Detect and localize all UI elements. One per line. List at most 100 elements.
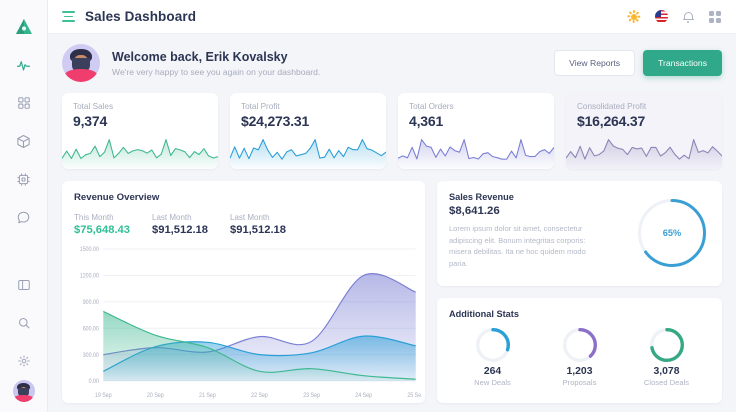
welcome-banner: Welcome back, Erik Kovalsky We're very h…: [62, 44, 722, 82]
sidebar-item-settings[interactable]: [0, 342, 48, 380]
stat-card-value: $24,273.31: [241, 113, 310, 129]
welcome-text: Welcome back, Erik Kovalsky We're very h…: [112, 49, 320, 77]
transactions-button[interactable]: Transactions: [643, 50, 722, 76]
stat-cards: Total Sales 9,374 Total Profit $24,273.31 To…: [62, 93, 722, 169]
sidebar-item-package[interactable]: [0, 122, 48, 160]
bell-notifications-icon[interactable]: [681, 10, 695, 24]
sidebar-item-layout[interactable]: [0, 266, 48, 304]
stat-card-sparkline: [398, 129, 554, 169]
svg-text:22 Sep: 22 Sep: [251, 393, 268, 399]
grid-apps-icon[interactable]: [708, 10, 722, 24]
sun-lightmode-icon[interactable]: [627, 10, 641, 24]
additional-stat-value: 264: [483, 366, 502, 377]
welcome-greeting: Welcome back, Erik Kovalsky: [112, 49, 288, 64]
topbar-actions: [627, 10, 722, 24]
welcome-subtitle: We're very happy to see you again on you…: [112, 67, 321, 78]
additional-stat-ring: [649, 328, 684, 362]
svg-text:1200.00: 1200.00: [80, 273, 99, 279]
revenue-metric: This Month $75,648.43: [74, 213, 130, 236]
chart-area-0: [103, 311, 416, 381]
stat-card-sparkline: [62, 129, 218, 169]
revenue-metric: Last Month $91,512.18: [230, 213, 286, 236]
main-area: Sales Dashboard: [48, 0, 736, 412]
revenue-overview-title: Revenue Overview: [74, 192, 160, 203]
sidebar-user-avatar[interactable]: [12, 380, 35, 402]
revenue-metric-label: This Month: [74, 213, 114, 222]
additional-stat-label: Proposals: [562, 378, 597, 387]
svg-text:24 Sep: 24 Sep: [355, 393, 372, 399]
welcome-actions: View Reports Transactions: [554, 50, 722, 76]
stat-card-value: $16,264.37: [577, 113, 646, 129]
welcome-avatar: [62, 44, 100, 82]
content: Welcome back, Erik Kovalsky We're very h…: [48, 34, 736, 412]
topbar: Sales Dashboard: [48, 0, 736, 34]
additional-stat-item[interactable]: 1,203 Proposals: [536, 328, 622, 387]
avatar-beard: [71, 57, 91, 73]
svg-text:0.00: 0.00: [89, 379, 99, 385]
stat-card-value: 9,374: [73, 113, 108, 129]
svg-text:1500.00: 1500.00: [80, 247, 99, 253]
sidebar-item-chip[interactable]: [0, 160, 48, 198]
additional-stat-ring: [562, 328, 597, 362]
view-reports-button[interactable]: View Reports: [554, 50, 636, 76]
sales-revenue-text: Sales Revenue $8,641.26 Lorem ipsum dolo…: [449, 192, 604, 275]
panels: Revenue Overview This Month $75,648.43 Las…: [62, 181, 722, 403]
additional-stat-value: 3,078: [653, 366, 680, 377]
revenue-metric-value: $75,648.43: [74, 224, 130, 236]
revenue-metric: Last Month $91,512.18: [152, 213, 208, 236]
sales-revenue-donut: 65%: [638, 199, 706, 267]
stat-card[interactable]: Consolidated Profit $16,264.37: [566, 93, 722, 169]
chart-line-0: [103, 310, 416, 380]
stat-card-sparkline: [566, 129, 722, 169]
svg-text:600.00: 600.00: [83, 326, 99, 332]
flag-us-icon[interactable]: [654, 10, 668, 24]
sidebar-item-apps[interactable]: [0, 84, 48, 122]
revenue-metric-label: Last Month: [230, 213, 270, 222]
additional-stat-item[interactable]: 3,078 Closed Deals: [623, 328, 709, 387]
sidebar-item-activity[interactable]: [0, 46, 48, 84]
stat-card-label: Consolidated Profit: [577, 102, 647, 111]
sidebar-item-chat[interactable]: [0, 198, 48, 236]
stat-card[interactable]: Total Sales 9,374: [62, 93, 218, 169]
additional-stats-title: Additional Stats: [449, 309, 519, 319]
svg-text:19 Sep: 19 Sep: [95, 393, 112, 399]
right-column: Sales Revenue $8,641.26 Lorem ipsum dolo…: [437, 181, 722, 403]
logo-triangle-icon[interactable]: [0, 8, 48, 46]
svg-text:300.00: 300.00: [83, 353, 99, 359]
stat-card-label: Total Profit: [241, 102, 280, 111]
sales-revenue-title: Sales Revenue: [449, 192, 514, 202]
additional-stat-value: 1,203: [566, 366, 593, 377]
stat-card-label: Total Sales: [73, 102, 114, 111]
page-title: Sales Dashboard: [85, 9, 197, 24]
avatar-shirt: [65, 69, 97, 82]
stat-card[interactable]: Total Orders 4,361: [398, 93, 554, 169]
sales-revenue-percent: 65%: [662, 228, 682, 238]
additional-stat-ring: [475, 328, 510, 362]
sidebar-item-search[interactable]: [0, 304, 48, 342]
svg-text:23 Sep: 23 Sep: [303, 393, 320, 399]
revenue-metric-value: $91,512.18: [230, 224, 286, 236]
avatar-shirt: [14, 394, 33, 402]
svg-text:25 Sep: 25 Sep: [407, 393, 421, 399]
additional-stat-item[interactable]: 264 New Deals: [449, 328, 535, 387]
sales-revenue-description: Lorem ipsum dolor sit amet, consectetur …: [449, 224, 586, 268]
svg-text:900.00: 900.00: [83, 300, 99, 306]
revenue-metrics: This Month $75,648.43 Last Month $91,512.18…: [74, 213, 413, 236]
sales-revenue-value: $8,641.26: [449, 205, 500, 217]
sidebar: [0, 0, 48, 412]
stat-card-label: Total Orders: [409, 102, 454, 111]
revenue-overview-card: Revenue Overview This Month $75,648.43 Las…: [62, 181, 425, 403]
additional-stats-rings: 264 New Deals 1,203 Proposals 3,078 Closed De…: [449, 328, 710, 387]
stat-card[interactable]: Total Profit $24,273.31: [230, 93, 386, 169]
additional-stat-label: Closed Deals: [643, 378, 690, 387]
svg-text:21 Sep: 21 Sep: [199, 393, 216, 399]
revenue-metric-label: Last Month: [152, 213, 192, 222]
stat-card-value: 4,361: [409, 113, 444, 129]
additional-stats-card: Additional Stats 264 New Deals 1,203 Propos…: [437, 298, 722, 403]
avatar-beard: [18, 387, 29, 397]
hamburger-menu-icon[interactable]: [62, 11, 75, 22]
avatar-glasses-icon: [72, 59, 90, 67]
revenue-area-chart[interactable]: 0.00 300.00 600.00 900.00 1200.00 1500.00 19 S…: [68, 243, 421, 403]
revenue-metric-value: $91,512.18: [152, 224, 208, 236]
